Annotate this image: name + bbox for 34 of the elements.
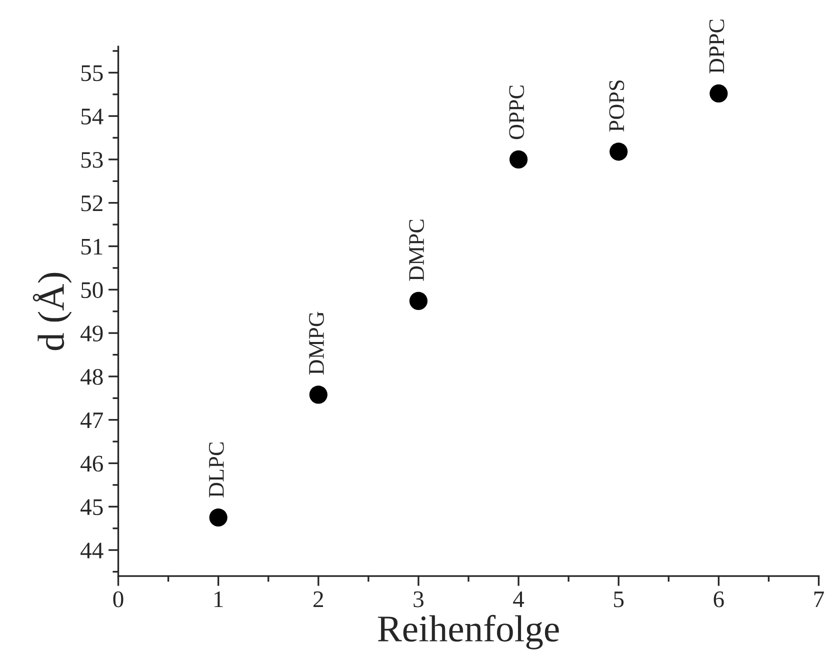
x-axis-title: Reihenfolge <box>378 614 559 650</box>
point <box>509 150 528 169</box>
annotation: DMPG <box>309 312 324 375</box>
x-tick-label: 5 <box>614 592 624 608</box>
annotation: DPPC <box>709 20 724 74</box>
point <box>209 508 228 527</box>
annotation: DLPC <box>208 442 224 498</box>
y-tick-label: 48 <box>80 368 103 385</box>
x-tick-label: 3 <box>414 591 424 608</box>
y-tick-label: 44 <box>80 542 104 558</box>
y-tick-label: 52 <box>81 195 102 212</box>
y-tick-label: 46 <box>80 456 103 472</box>
annotation: POPS <box>609 80 624 132</box>
x-tick-label: 0 <box>113 591 124 608</box>
x-tick-label: 4 <box>513 592 524 608</box>
x-tick-label: 1 <box>214 591 223 608</box>
y-tick-label: 54 <box>81 108 104 124</box>
y-axis-title: d (Å) <box>32 272 72 350</box>
y-tick-label: 51 <box>81 238 102 255</box>
x-tick-label: 2 <box>314 591 323 608</box>
point <box>710 84 728 103</box>
y-tick-label: 47 <box>80 412 103 428</box>
annotation: DMPC <box>409 220 424 281</box>
y-tick-label: 50 <box>81 282 103 298</box>
point <box>409 292 428 310</box>
y-tick-label: 45 <box>80 499 103 516</box>
x-tick-label: 6 <box>714 591 724 608</box>
y-tick-label: 53 <box>81 152 103 168</box>
point <box>309 386 328 404</box>
point <box>610 142 628 161</box>
y-tick-label: 55 <box>81 65 103 82</box>
annotation: OPPC <box>509 86 524 140</box>
x-tick-label: 7 <box>814 592 824 608</box>
y-tick-label: 49 <box>80 326 103 342</box>
